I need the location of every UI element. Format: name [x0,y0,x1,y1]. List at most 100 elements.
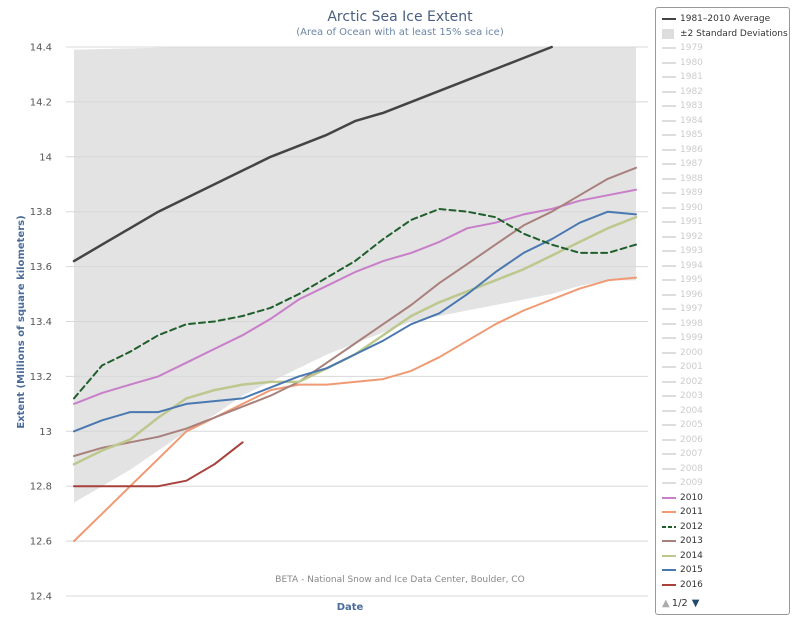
legend-swatch [662,187,676,199]
legend-item[interactable]: 2009 [662,476,789,490]
series-line-2011 [73,276,637,543]
legend-item[interactable]: 1979 [662,41,789,55]
legend-swatch [662,550,676,562]
legend-swatch [662,521,676,533]
legend-swatch [662,100,676,112]
legend-label: 1997 [680,304,703,314]
legend-swatch [662,173,676,185]
legend-item[interactable]: 1996 [662,288,789,302]
legend-item[interactable]: 2002 [662,375,789,389]
y-tick-label: 14 [39,152,52,163]
series-line-2012 [73,208,637,400]
legend-item[interactable]: 1988 [662,172,789,186]
legend-item[interactable]: 2014 [662,549,789,563]
legend-swatch [662,260,676,272]
legend-label: 2009 [680,478,703,488]
legend-swatch [662,405,676,417]
legend-swatch [662,231,676,243]
std-dev-band [74,47,636,503]
legend-item[interactable]: 2000 [662,346,789,360]
legend-item[interactable]: 2004 [662,404,789,418]
legend-swatch [662,144,676,156]
triangle-down-icon[interactable]: ▼ [691,597,700,609]
legend-item[interactable]: 2012 [662,520,789,534]
legend-label: 2007 [680,449,703,459]
legend-swatch [662,390,676,402]
legend-item[interactable]: 1995 [662,273,789,287]
chart-subtitle: (Area of Ocean with at least 15% sea ice… [296,27,504,38]
legend-item[interactable]: 1983 [662,99,789,113]
legend-item[interactable]: 2007 [662,447,789,461]
legend-label: 1994 [680,260,703,271]
y-tick-label: 13.4 [30,317,52,328]
legend-item[interactable]: 1993 [662,244,789,258]
legend-item[interactable]: 2013 [662,534,789,548]
legend-label: 1981–2010 Average [680,14,771,24]
legend-item[interactable]: 2005 [662,418,789,432]
legend-swatch [662,13,676,25]
legend-label: 1990 [680,202,703,213]
legend-label: 1999 [680,333,703,343]
legend-swatch [662,245,676,257]
legend-item[interactable]: 1992 [662,230,789,244]
legend-label: 1989 [680,188,703,198]
x-axis-label: Date [337,602,364,613]
legend-swatch [662,28,676,40]
legend-item[interactable]: 1989 [662,186,789,200]
legend: 1981–2010 Average ±2 Standard Deviations 1… [655,7,790,615]
legend-label: 1998 [680,318,703,329]
triangle-up-icon[interactable]: ▲ [662,597,670,609]
legend-item[interactable]: 1990 [662,201,789,215]
legend-swatch [662,506,676,518]
legend-item[interactable]: 2015 [662,563,789,577]
legend-item[interactable]: 1980 [662,56,789,70]
legend-label: 2006 [680,434,703,445]
legend-label: 2013 [680,536,703,546]
legend-label: 2011 [680,507,703,517]
legend-item[interactable]: 1987 [662,157,789,171]
legend-pagination: ▲ 1/2 ▼ [662,596,700,610]
legend-item[interactable]: 2008 [662,462,789,476]
legend-swatch [662,71,676,83]
legend-swatch [662,448,676,460]
legend-item[interactable]: 1999 [662,331,789,345]
legend-label: 1984 [680,115,703,126]
legend-swatch [662,376,676,388]
legend-item[interactable]: 1986 [662,143,789,157]
legend-item[interactable]: 2011 [662,505,789,519]
legend-item[interactable]: 2016 [662,578,789,592]
legend-swatch [662,564,676,576]
legend-item[interactable]: 1982 [662,85,789,99]
y-tick-label: 13.2 [30,372,52,383]
legend-item[interactable]: 1997 [662,302,789,316]
legend-swatch [662,86,676,98]
legend-swatch [662,434,676,446]
legend-label: 2015 [680,565,703,575]
legend-item[interactable]: 1981 [662,70,789,84]
legend-item[interactable]: 2003 [662,389,789,403]
legend-item[interactable]: 1994 [662,259,789,273]
legend-item[interactable]: 2001 [662,360,789,374]
legend-swatch [662,42,676,54]
legend-swatch [662,216,676,228]
legend-label: 1995 [680,275,703,285]
legend-label: 1983 [680,101,703,111]
legend-swatch [662,115,676,127]
legend-item[interactable]: 1981–2010 Average [662,12,789,26]
legend-label: 1991 [680,217,703,227]
legend-label: 2016 [680,579,703,590]
legend-label: 2000 [680,347,703,358]
legend-swatch [662,129,676,141]
legend-item[interactable]: 1985 [662,128,789,142]
legend-item[interactable]: 2006 [662,433,789,447]
chart-title: Arctic Sea Ice Extent [327,9,473,25]
legend-item[interactable]: ±2 Standard Deviations [662,27,789,41]
legend-swatch [662,361,676,373]
legend-item[interactable]: 1998 [662,317,789,331]
legend-item[interactable]: 1991 [662,215,789,229]
legend-swatch [662,318,676,330]
legend-label: 2004 [680,405,703,416]
legend-label: 1985 [680,130,703,140]
legend-item[interactable]: 2010 [662,491,789,505]
legend-item[interactable]: 1984 [662,114,789,128]
